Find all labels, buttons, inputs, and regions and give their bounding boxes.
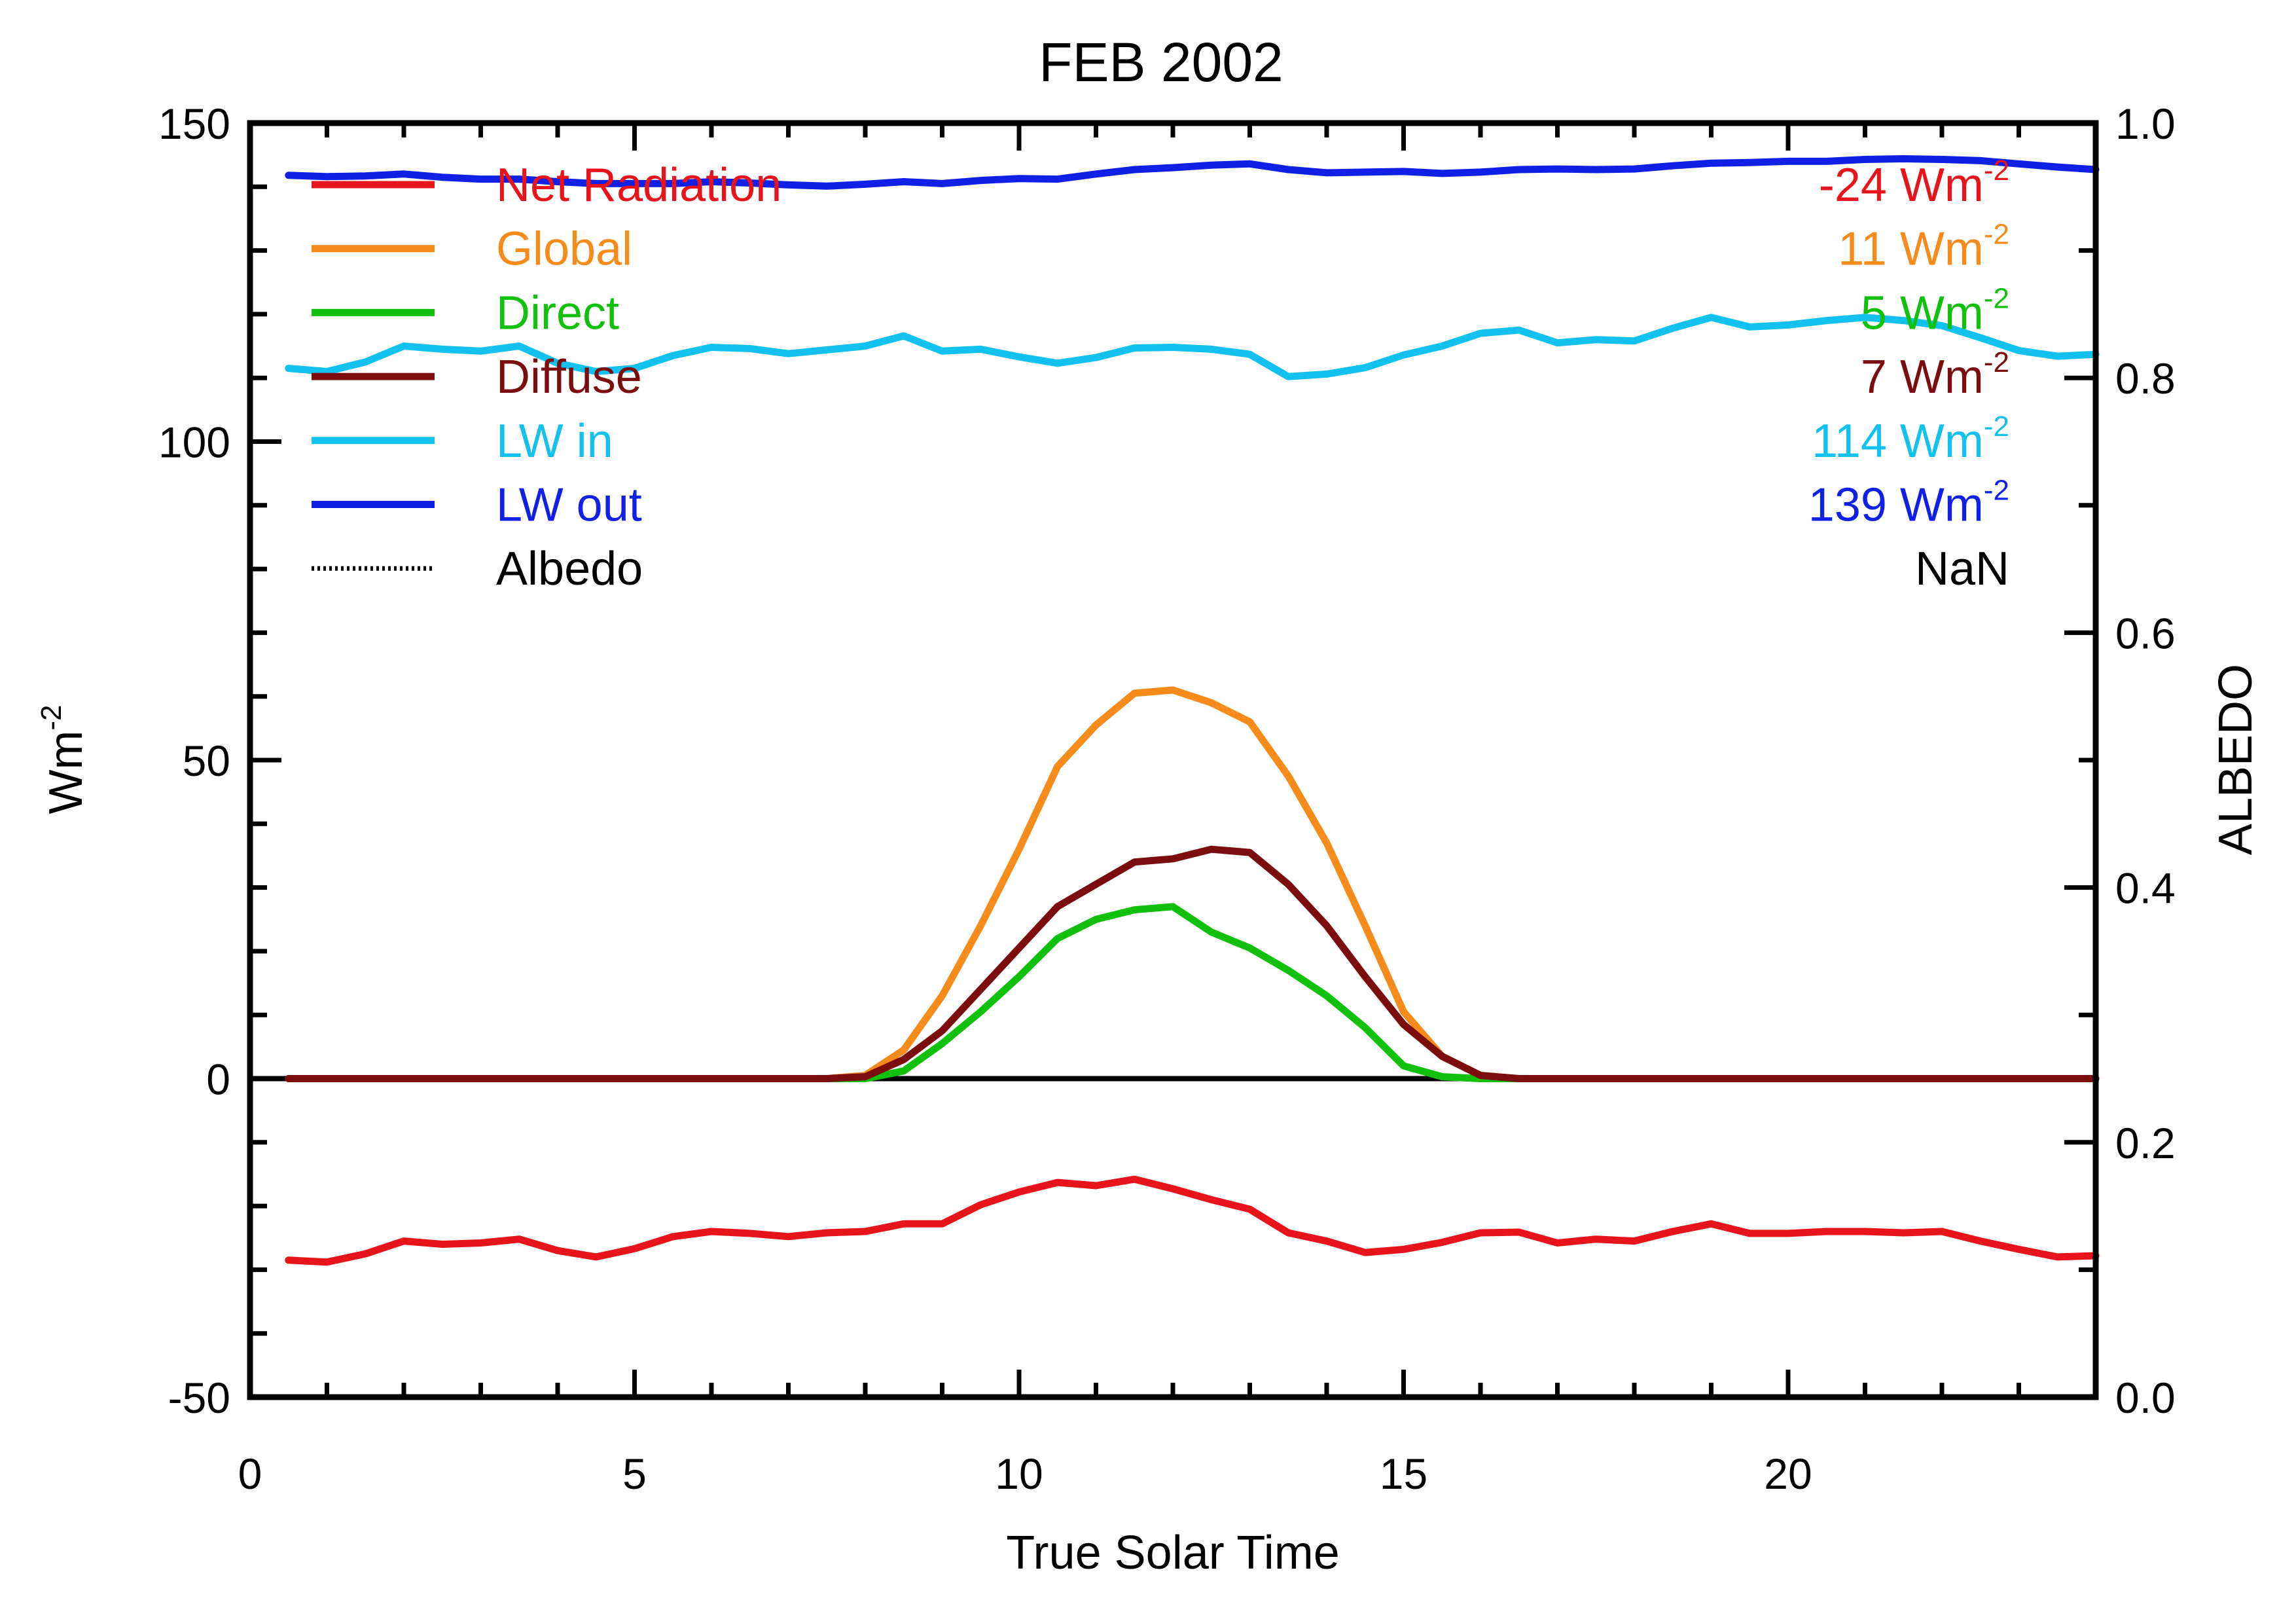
y2-tick-label: 0.2 [2115, 1119, 2176, 1167]
y2-tick-label: 0.6 [2115, 609, 2176, 657]
y-tick-label: -50 [168, 1374, 230, 1422]
legend-label-net-radiation: Net Radiation [496, 159, 781, 211]
series-line-lw-out [285, 155, 2100, 190]
legend-mean-sup: -2 [1984, 219, 2009, 251]
legend-mean-global: 11 Wm-2 [1838, 219, 2009, 276]
legend-mean-value: 11 Wm [1838, 223, 1984, 276]
x-tick-label: 20 [1764, 1450, 1812, 1498]
plot-frame [247, 120, 2099, 1400]
y-axis-title-main: Wm [40, 731, 92, 814]
legend-label-global: Global [496, 223, 632, 276]
legend-mean-lw-in: 114 Wm-2 [1812, 410, 2009, 467]
series-lines [285, 155, 2100, 1266]
y2-tick-label: 1.0 [2115, 100, 2176, 148]
chart-title: FEB 2002 [1039, 31, 1283, 93]
x-tick-label: 10 [995, 1450, 1043, 1498]
legend-mean-value: NaN [1915, 543, 2009, 595]
legend-mean-value: 139 Wm [1808, 479, 1984, 532]
y-tick-labels: 150 100 50 0 -50 [158, 100, 230, 1422]
legend-mean-value: 5 Wm [1861, 287, 1984, 339]
y-tick-label: 100 [158, 418, 230, 467]
y-axis-title: Wm-2 [35, 704, 92, 814]
legend-mean-value: 114 Wm [1812, 415, 1984, 467]
legend-mean-diffuse: 7 Wm-2 [1861, 346, 2009, 403]
x-tick-label: 5 [622, 1450, 647, 1498]
series-line-diffuse [285, 845, 2100, 1082]
legend-label-diffuse: Diffuse [496, 351, 642, 403]
y-tick-label: 150 [158, 100, 230, 148]
legend-mean-sup: -2 [1984, 475, 2009, 507]
legend-mean-value: -24 Wm [1819, 159, 1984, 211]
legend-mean-albedo: NaN [1915, 543, 2009, 595]
series-line-lw-in [285, 314, 2100, 380]
x-tick-label: 0 [238, 1450, 262, 1498]
legend-label-lw-in: LW in [496, 415, 613, 467]
x-axis-title: True Solar Time [1006, 1527, 1339, 1579]
legend-mean-value: 7 Wm [1861, 351, 1984, 403]
legend-mean-sup: -2 [1984, 410, 2009, 443]
y-tick-label: 0 [206, 1055, 230, 1104]
legend-label-direct: Direct [496, 287, 619, 339]
y2-tick-label: 0.8 [2115, 354, 2176, 403]
legend-label-albedo: Albedo [496, 543, 643, 595]
legend-mean-direct: 5 Wm-2 [1861, 282, 2009, 339]
legend-mean-sup: -2 [1984, 346, 2009, 378]
legend-mean-sup: -2 [1984, 282, 2009, 314]
y2-tick-label: 0.0 [2115, 1374, 2176, 1422]
legend-mean-net-radiation: -24 Wm-2 [1819, 155, 2009, 211]
x-tick-label: 15 [1380, 1450, 1427, 1498]
legend-label-lw-out: LW out [496, 479, 642, 532]
y-tick-label: 50 [183, 737, 230, 785]
y2-tick-label: 0.4 [2115, 864, 2176, 913]
legend-mean-sup: -2 [1984, 155, 2009, 187]
series-line-net-radiation [285, 1175, 2100, 1266]
y2-axis-title: ALBEDO [2210, 664, 2262, 855]
y-axis-title-sup: -2 [35, 704, 67, 730]
legend-mean-lw-out: 139 Wm-2 [1808, 475, 2009, 532]
y2-tick-labels: 1.0 0.8 0.6 0.4 0.2 0.0 [2115, 100, 2176, 1422]
x-tick-labels: 0 5 10 15 20 [238, 1450, 1812, 1498]
